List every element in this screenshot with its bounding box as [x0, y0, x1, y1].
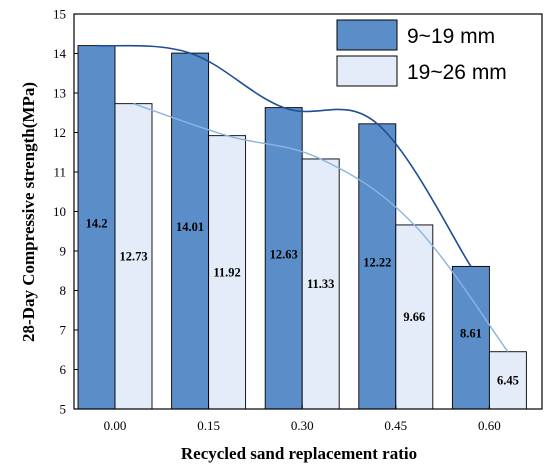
axis-ticks: [74, 13, 490, 410]
data-label: 9.66: [403, 310, 425, 324]
y-tick-label: 6: [60, 362, 67, 377]
data-labels: 14.2 12.73 14.01 11.92 12.63 11.33 12.22 9.66 8.…: [86, 216, 519, 387]
legend: 9~19 mm 19~26 mm: [336, 19, 507, 87]
bar-series-1: [77, 45, 116, 410]
trend-line-series-1: [96, 44, 472, 267]
y-tick-labels: 5 6 7 8 9 10 11 12 13 14 15: [53, 7, 67, 417]
bar-series-2: [395, 224, 434, 410]
x-axis-title: Recycled sand replacement ratio: [181, 444, 417, 463]
y-tick-label: 12: [53, 125, 66, 140]
y-tick-label: 8: [60, 283, 67, 298]
bar-series-2: [114, 103, 153, 410]
data-label: 12.63: [270, 247, 298, 261]
legend-label-series-2: 19~26 mm: [407, 61, 507, 84]
x-tick-labels: 0.00 0.15 0.30 0.45 0.60: [104, 418, 501, 433]
bar-series-2: [208, 135, 247, 410]
bar-series-2: [301, 158, 340, 410]
bar-series-2: [488, 351, 527, 410]
y-tick-label: 15: [53, 7, 66, 22]
x-tick-label: 0.15: [197, 418, 220, 433]
data-label: 6.45: [497, 373, 519, 387]
trend-lines: [96, 44, 509, 353]
data-label: 12.22: [363, 255, 391, 269]
y-tick-label: 9: [60, 244, 67, 259]
y-tick-label: 7: [60, 323, 67, 338]
data-label: 12.73: [119, 249, 147, 263]
data-label: 8.61: [460, 327, 482, 341]
bars: [77, 45, 527, 410]
legend-swatch-series-2: [336, 55, 398, 87]
legend-swatch-series-1: [336, 19, 398, 51]
y-axis-title: 28-Day Compressive strength(MPa): [19, 82, 38, 342]
x-tick-label: 0.30: [291, 418, 314, 433]
y-tick-label: 13: [53, 86, 66, 101]
y-tick-label: 14: [53, 46, 67, 61]
bar-series-1: [264, 107, 303, 410]
data-label: 14.01: [176, 220, 204, 234]
legend-label-series-1: 9~19 mm: [407, 25, 495, 48]
x-tick-label: 0.00: [104, 418, 127, 433]
data-label: 11.92: [213, 265, 240, 279]
data-label: 14.2: [86, 216, 108, 230]
x-tick-label: 0.60: [478, 418, 501, 433]
trend-line-series-2: [133, 103, 509, 353]
data-label: 11.33: [307, 277, 334, 291]
y-tick-label: 5: [60, 402, 67, 417]
y-tick-label: 10: [53, 204, 66, 219]
x-tick-label: 0.45: [384, 418, 407, 433]
y-tick-label: 11: [53, 165, 66, 180]
